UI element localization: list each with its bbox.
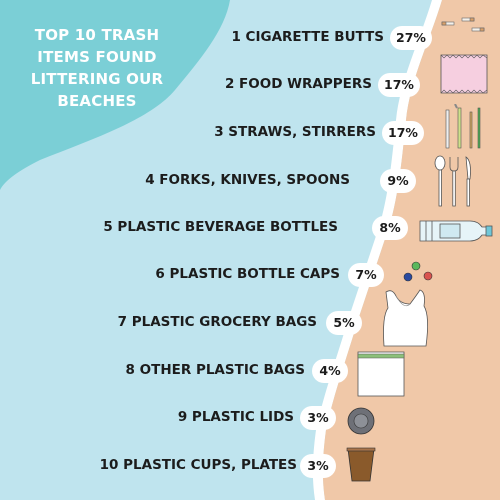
title-line: LITTERING OUR [30,70,164,88]
food-wrapper-icon [440,54,488,94]
percent-badge: 3% [300,406,336,430]
plastic-lid-icon [347,407,375,435]
bottle-caps-icon [403,261,433,282]
title-line: TOP 10 TRASH [34,26,160,44]
plastic-cup-icon [346,447,376,482]
straws-icon [445,104,481,149]
item-label: 2 FOOD WRAPPERS [224,76,372,92]
zip-bag-icon [357,351,405,397]
item-label: 1 CIGARETTE BUTTS [231,29,384,45]
item-label: 10 PLASTIC CUPS, PLATES [99,457,297,473]
percent-badge: 5% [326,311,362,335]
item-label: 3 STRAWS, STIRRERS [214,124,376,140]
percent-badge: 9% [380,169,416,193]
foam-line [312,0,442,500]
percent-badge: 8% [372,216,408,240]
item-label: 7 PLASTIC GROCERY BAGS [117,314,317,330]
percent-badge: 3% [300,454,336,478]
item-label: 4 FORKS, KNIVES, SPOONS [145,172,350,188]
percent-badge: 4% [312,359,348,383]
percent-badge: 7% [348,263,384,287]
cutlery-icon [434,155,471,207]
percent-badge: 27% [390,26,432,50]
item-label: 6 PLASTIC BOTTLE CAPS [155,266,340,282]
infographic-title: TOP 10 TRASH ITEMS FOUND LITTERING OUR B… [22,24,172,112]
cigarette-butts-icon [441,17,485,32]
title-line: ITEMS FOUND [37,48,157,66]
grocery-bag-icon [383,289,428,347]
title-line: BEACHES [57,92,137,110]
percent-badge: 17% [378,73,420,97]
item-label: 5 PLASTIC BEVERAGE BOTTLES [103,219,338,235]
item-label: 9 PLASTIC LIDS [177,409,294,425]
item-label: 8 OTHER PLASTIC BAGS [125,362,305,378]
teal-wave-shape [0,0,230,190]
plastic-bottle-icon [419,220,493,242]
stock-watermark: 356447399 [3,380,15,500]
percent-badge: 17% [382,121,424,145]
